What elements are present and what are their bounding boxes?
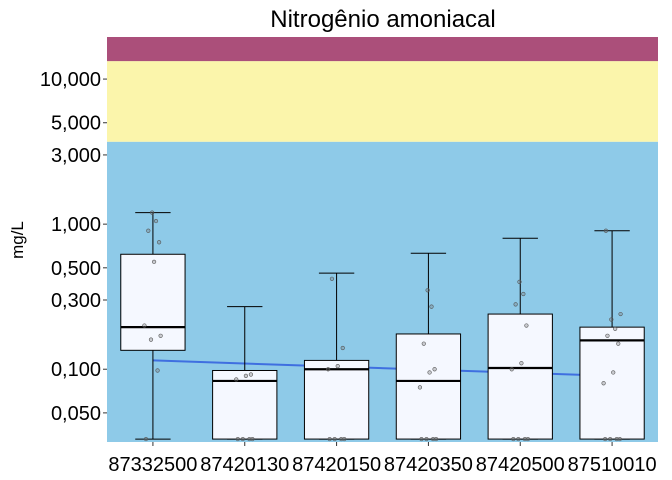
band-1 — [107, 61, 658, 142]
point-87420150-1 — [339, 436, 344, 442]
point-87420150-3 — [342, 436, 347, 442]
point-87510010-1 — [614, 436, 619, 442]
y-axis: 0,050 0,100 0,300 0,500 1,000 3,000 5,000 10,00… — [40, 69, 107, 425]
x-tick-label-87510010: 87510010 — [568, 454, 657, 476]
chart-title: Nitrogênio amoniacal — [270, 6, 495, 33]
point-87420350-6 — [432, 367, 437, 372]
y-tick-label-0: 0,050 — [51, 403, 101, 425]
point-87420350-1 — [430, 436, 436, 442]
point-87332500-2 — [148, 337, 154, 342]
point-87332500-4 — [142, 323, 147, 328]
x-tick-label-87420350: 87420350 — [384, 454, 473, 476]
point-87510010-7 — [605, 333, 610, 338]
point-87510010-11 — [603, 228, 609, 233]
point-87420350-3 — [434, 436, 439, 442]
point-87332500-6 — [156, 240, 162, 245]
band-0 — [107, 141, 658, 443]
point-87420350-9 — [425, 288, 430, 293]
point-87420350-5 — [427, 370, 432, 375]
boxplots — [120, 212, 645, 440]
boxplot-87420150 — [303, 272, 370, 440]
box — [579, 326, 645, 440]
y-tick-label-4: 1,000 — [51, 214, 101, 236]
point-87510010-4 — [601, 381, 606, 386]
point-87420150-7 — [329, 276, 335, 281]
point-87420500-6 — [524, 323, 529, 328]
point-87420500-0 — [511, 436, 516, 442]
point-87420130-0 — [235, 436, 240, 442]
point-87420150-4 — [325, 367, 331, 372]
x-tick-label-87420130: 87420130 — [200, 454, 289, 476]
point-87420150-2 — [332, 436, 337, 442]
point-87332500-0 — [143, 436, 149, 442]
point-87420150-5 — [335, 364, 340, 369]
point-87420130-2 — [240, 436, 245, 442]
point-87420350-2 — [424, 436, 429, 442]
point-87420350-8 — [429, 304, 434, 309]
point-87510010-8 — [613, 326, 618, 331]
point-87420130-1 — [247, 436, 252, 442]
point-87420130-5 — [243, 373, 249, 378]
band-2 — [107, 37, 658, 62]
boxplot-87510010 — [579, 230, 645, 440]
point-87332500-9 — [150, 210, 155, 215]
point-87332500-5 — [151, 259, 157, 264]
point-87420500-4 — [509, 367, 514, 372]
x-tick-label-87420150: 87420150 — [292, 454, 381, 476]
point-87332500-3 — [158, 333, 163, 338]
point-87510010-3 — [617, 436, 622, 442]
x-axis: 87332500 87420130 87420150 87420350 87420500… — [108, 442, 657, 476]
boxplot-87420350 — [395, 252, 462, 440]
point-87510010-0 — [603, 436, 608, 442]
point-87332500-8 — [153, 218, 159, 224]
y-tick-label-1: 0,100 — [51, 359, 101, 381]
background-bands — [107, 37, 658, 443]
point-87420500-9 — [517, 279, 522, 284]
box — [120, 253, 186, 351]
point-87510010-5 — [611, 370, 616, 375]
point-87510010-10 — [618, 311, 623, 317]
x-tick-label-87420500: 87420500 — [476, 454, 565, 476]
y-tick-label-5: 3,000 — [51, 145, 101, 167]
point-87510010-9 — [609, 317, 614, 322]
point-87420130-3 — [250, 436, 255, 442]
point-87420350-4 — [417, 385, 423, 390]
point-87420500-7 — [513, 302, 518, 307]
point-87420130-4 — [234, 377, 239, 382]
point-87420150-6 — [340, 345, 345, 351]
point-87420150-0 — [327, 436, 332, 442]
point-87510010-6 — [616, 341, 621, 346]
point-87420500-3 — [525, 436, 531, 442]
box — [487, 313, 553, 440]
point-87420350-0 — [419, 436, 424, 442]
point-87332500-7 — [146, 228, 151, 233]
point-87420500-5 — [519, 361, 524, 366]
point-87510010-2 — [608, 436, 613, 442]
point-87420500-2 — [516, 436, 521, 442]
box — [395, 333, 462, 440]
box — [303, 359, 370, 440]
point-87332500-1 — [155, 368, 160, 373]
x-tick-label-87332500: 87332500 — [108, 454, 197, 476]
point-87420350-7 — [421, 341, 426, 346]
y-tick-label-6: 5,000 — [51, 113, 101, 135]
y-tick-label-3: 0,500 — [51, 258, 101, 280]
boxplot-87332500 — [120, 212, 186, 440]
point-87420500-1 — [522, 436, 527, 442]
y-axis-label: mg/L — [8, 221, 27, 259]
data-points — [142, 210, 623, 442]
point-87420130-6 — [248, 372, 254, 377]
y-tick-label-7: 10,000 — [40, 69, 101, 91]
point-87420500-8 — [521, 291, 526, 297]
y-tick-label-2: 0,300 — [51, 290, 101, 312]
